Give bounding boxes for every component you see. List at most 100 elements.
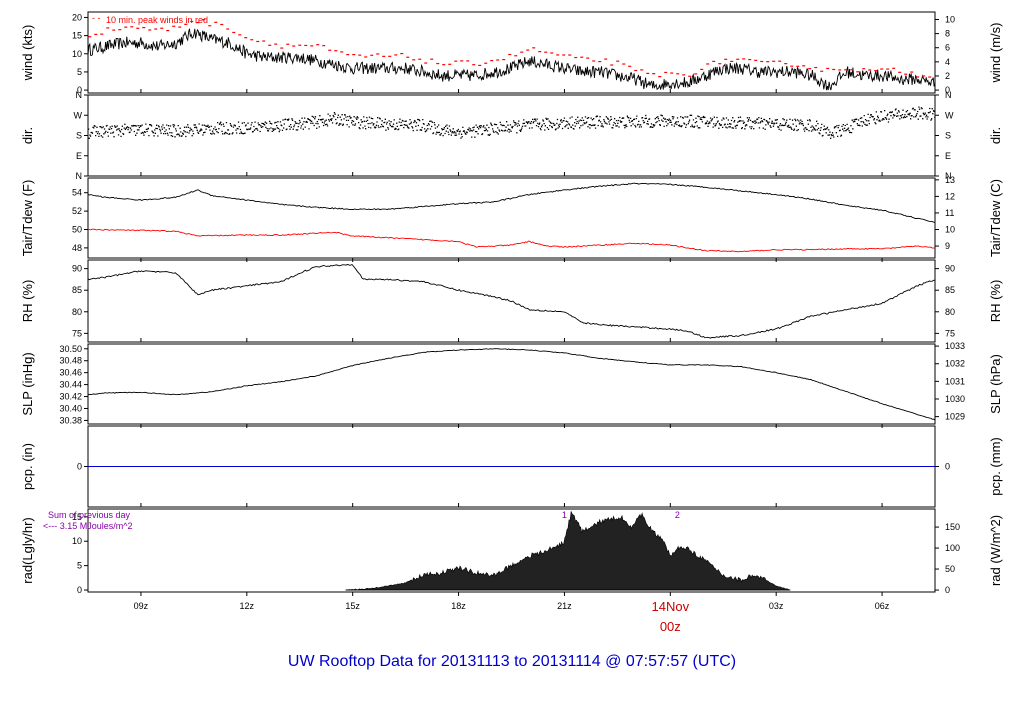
x-tick-label: 06z xyxy=(875,601,890,611)
radiation-left-tick-label: 0 xyxy=(77,585,82,595)
dir-left-tick-label: E xyxy=(76,151,82,161)
rad-sum-value: <--- 3.15 MJoules/m^2 xyxy=(43,521,133,531)
temperature-right-tick-label: 11 xyxy=(945,208,954,218)
radiation-right-tick-label: 100 xyxy=(945,543,960,553)
rh-right-tick-label: 90 xyxy=(945,264,955,274)
slp-right-tick-label: 1032 xyxy=(945,359,965,369)
temperature-frame xyxy=(87,177,936,259)
slp-right-tick-label: 1029 xyxy=(945,412,965,422)
rad-marker-1: 1 xyxy=(562,510,567,520)
temperature-left-tick-label: 54 xyxy=(72,188,82,198)
rh-right-tick-label: 85 xyxy=(945,285,955,295)
slp-left-tick-label: 30.42 xyxy=(59,392,82,402)
rh-left-tick-label: 75 xyxy=(72,328,82,338)
wind-left-axis-label: wind (kts) xyxy=(20,25,35,82)
wind-left-tick-label: 0 xyxy=(77,85,82,95)
pcp-panel: 0 0 pcp. (in) pcp. (mm) xyxy=(20,425,1003,508)
slp-right-tick-label: 1033 xyxy=(945,341,965,351)
temperature-data xyxy=(88,182,935,253)
temperature-left-axis-label: Tair/Tdew (F) xyxy=(20,180,35,257)
dir-left-axis-label: dir. xyxy=(20,127,35,144)
slp-right-axis-label: SLP (hPa) xyxy=(988,354,1003,414)
x-tick-label: 09z xyxy=(134,601,149,611)
dir-right-tick-label: W xyxy=(945,110,954,120)
rh-right-axis-label: RH (%) xyxy=(988,280,1003,323)
slp-right-tick-label: 1030 xyxy=(945,394,965,404)
radiation-right-axis-label: rad (W/m^2) xyxy=(988,515,1003,586)
x-tick-label: 18z xyxy=(451,601,466,611)
slp-data xyxy=(88,348,935,421)
wind-right-tick-label: 0 xyxy=(945,85,950,95)
dir-right-tick-label: S xyxy=(945,131,951,141)
wind-right-tick-label: 8 xyxy=(945,29,950,39)
temperature-right-tick-label: 10 xyxy=(945,224,955,234)
wind-left-tick-label: 15 xyxy=(72,31,82,41)
slp-right-tick-label: 1031 xyxy=(945,376,965,386)
temperature-left-tick-label: 48 xyxy=(72,243,82,253)
x-tick-label: 12z xyxy=(240,601,255,611)
x-tick-label: 03z xyxy=(769,601,784,611)
rh-left-axis-label: RH (%) xyxy=(20,280,35,323)
rh-left-tick-label: 80 xyxy=(72,307,82,317)
wind-right-tick-label: 4 xyxy=(945,57,950,67)
radiation-left-tick-label: 10 xyxy=(72,536,82,546)
rh-data xyxy=(88,263,935,339)
pcp-right-axis-label: pcp. (mm) xyxy=(988,437,1003,496)
wind-legend: 10 min. peak winds in red xyxy=(106,15,208,25)
dir-left-tick-label: S xyxy=(76,131,82,141)
slp-left-tick-label: 30.50 xyxy=(59,344,82,354)
slp-line xyxy=(88,348,935,421)
radiation-area xyxy=(345,510,791,591)
radiation-data xyxy=(345,510,791,591)
x-tick-label: 15z xyxy=(345,601,360,611)
dir-left-tick-label: N xyxy=(76,171,83,181)
radiation-right-tick-label: 50 xyxy=(945,564,955,574)
wind-legend-marker: - - xyxy=(92,13,101,23)
dir-data xyxy=(88,106,935,139)
wind-left-tick-label: 5 xyxy=(77,67,82,77)
wind-right-tick-label: 2 xyxy=(945,71,950,81)
rh-left-tick-label: 90 xyxy=(72,264,82,274)
temperature-right-tick-label: 12 xyxy=(945,191,955,201)
temperature-left-tick-label: 50 xyxy=(72,224,82,234)
wind-right-axis-label: wind (m/s) xyxy=(988,23,1003,84)
dir-left-tick-label: N xyxy=(76,90,83,100)
dewpoint-line xyxy=(88,228,935,253)
pcp-right-tick-label: 0 xyxy=(945,462,950,472)
temperature-right-axis-label: Tair/Tdew (C) xyxy=(988,179,1003,257)
dir-frame xyxy=(87,94,936,177)
rad-marker-2: 2 xyxy=(675,510,680,520)
pcp-left-axis-label: pcp. (in) xyxy=(20,443,35,490)
radiation-right-tick-label: 0 xyxy=(945,585,950,595)
rh-frame xyxy=(87,259,936,343)
wind-frame xyxy=(87,11,936,94)
slp-left-tick-label: 30.48 xyxy=(59,356,82,366)
wind-data xyxy=(88,19,935,91)
temperature-right-tick-label: 13 xyxy=(945,175,955,185)
rh-right-tick-label: 80 xyxy=(945,307,955,317)
wind-right-tick-label: 10 xyxy=(945,14,955,24)
dir-right-tick-label: N xyxy=(945,171,952,181)
radiation-left-tick-label: 5 xyxy=(77,561,82,571)
slp-left-tick-label: 30.46 xyxy=(59,368,82,378)
wind-panel: 0 5 10 15 20 0 2 4 6 8 10 wind (kts) wind (m/s) 10 mi… xyxy=(20,11,1003,95)
temperature-right-tick-label: 9 xyxy=(945,241,950,251)
radiation-frame xyxy=(87,508,936,593)
air-temperature-line xyxy=(88,182,935,223)
x-tick-label: 21z xyxy=(557,601,572,611)
slp-left-tick-label: 30.40 xyxy=(59,403,82,413)
dir-right-tick-label: N xyxy=(945,90,952,100)
slp-left-tick-label: 30.38 xyxy=(59,415,82,425)
x-tick-label: 00z xyxy=(660,619,681,634)
wind-left-tick-label: 10 xyxy=(72,49,82,59)
wind-left-tick-label: 20 xyxy=(72,12,82,22)
wind-speed-line xyxy=(88,28,935,91)
wind-right-tick-label: 6 xyxy=(945,43,950,53)
rh-left-tick-label: 85 xyxy=(72,285,82,295)
